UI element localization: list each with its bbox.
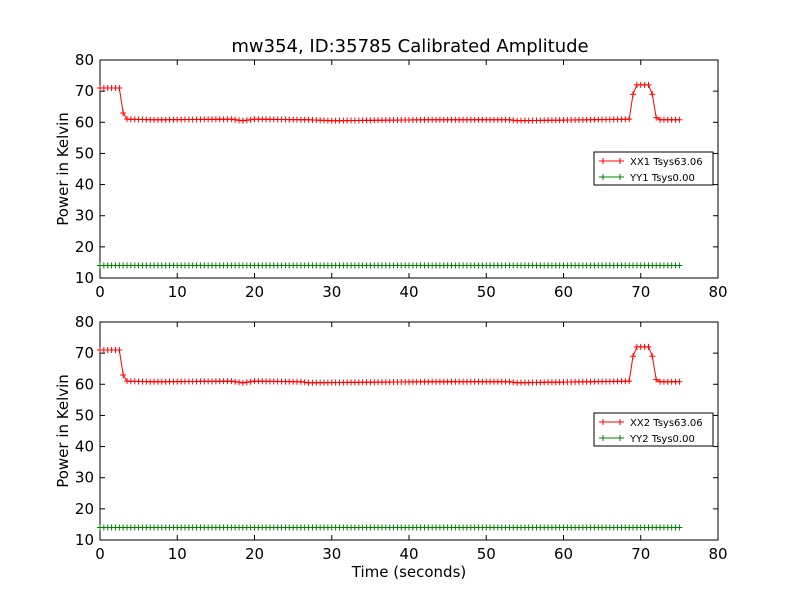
y-tick-label: 50 bbox=[75, 144, 94, 162]
x-tick-label: 50 bbox=[477, 545, 496, 563]
x-tick-label: 60 bbox=[554, 545, 573, 563]
legend-swatch-marker bbox=[617, 174, 623, 180]
data-point-marker bbox=[236, 117, 243, 124]
data-point-marker bbox=[232, 116, 239, 123]
x-tick-label: 0 bbox=[95, 545, 105, 563]
data-point-marker bbox=[239, 379, 246, 386]
figure-title: mw354, ID:35785 Calibrated Amplitude bbox=[231, 36, 588, 57]
data-point-marker bbox=[676, 378, 683, 385]
y-tick-label: 10 bbox=[75, 269, 94, 287]
y-tick-label: 10 bbox=[75, 531, 94, 549]
data-point-marker bbox=[236, 379, 243, 386]
legend-label: YY1 Tsys0.00 bbox=[629, 173, 695, 184]
legend-label: XX2 Tsys63.06 bbox=[630, 418, 703, 429]
legend-label: XX1 Tsys63.06 bbox=[630, 157, 703, 168]
y-tick-label: 70 bbox=[75, 82, 94, 100]
y-tick-label: 20 bbox=[75, 500, 94, 518]
data-point-marker bbox=[676, 116, 683, 123]
y-tick-label: 60 bbox=[75, 375, 94, 393]
legend-box bbox=[593, 151, 714, 186]
data-point-marker bbox=[653, 114, 660, 121]
data-point-marker bbox=[649, 353, 656, 360]
legend-swatch-marker bbox=[600, 174, 606, 180]
x-tick-label: 40 bbox=[399, 283, 418, 301]
data-point-marker bbox=[120, 109, 127, 116]
data-point-marker bbox=[626, 378, 633, 385]
y-tick-label: 60 bbox=[75, 113, 94, 131]
y-tick-label: 70 bbox=[75, 344, 94, 362]
data-point-marker bbox=[232, 378, 239, 385]
data-point-marker bbox=[228, 378, 235, 385]
x-tick-label: 10 bbox=[168, 283, 187, 301]
data-point-marker bbox=[630, 353, 637, 360]
data-point-marker bbox=[649, 91, 656, 98]
x-tick-label: 20 bbox=[245, 283, 264, 301]
data-point-marker bbox=[626, 116, 633, 123]
data-point-marker bbox=[676, 262, 683, 269]
legend-swatch-marker bbox=[600, 419, 606, 425]
legend-top: XX1 Tsys63.06 YY1 Tsys0.00 bbox=[593, 151, 714, 186]
data-point-marker bbox=[116, 347, 123, 354]
y-axis-label-bottom: Power in Kelvin bbox=[54, 374, 72, 488]
data-point-marker bbox=[116, 85, 123, 92]
y-tick-label: 20 bbox=[75, 238, 94, 256]
x-tick-label: 80 bbox=[708, 283, 727, 301]
legend-bottom: XX2 Tsys63.06 YY2 Tsys0.00 bbox=[593, 412, 714, 447]
y-axis-label-top: Power in Kelvin bbox=[54, 112, 72, 226]
data-point-marker bbox=[120, 371, 127, 378]
data-point-marker bbox=[653, 376, 660, 383]
series-group-top bbox=[97, 81, 683, 269]
data-point-marker bbox=[645, 343, 652, 350]
data-point-marker bbox=[630, 91, 637, 98]
legend-box bbox=[593, 412, 714, 447]
x-axis-label-bottom: Time (seconds) bbox=[351, 563, 467, 581]
data-point-marker bbox=[247, 378, 254, 385]
data-point-marker bbox=[243, 379, 250, 386]
x-tick-label: 50 bbox=[477, 283, 496, 301]
x-tick-label: 40 bbox=[399, 545, 418, 563]
data-point-marker bbox=[676, 524, 683, 531]
y-tick-label: 40 bbox=[75, 438, 94, 456]
series-group-bottom bbox=[97, 343, 683, 531]
data-point-marker bbox=[645, 81, 652, 88]
data-point-marker bbox=[228, 116, 235, 123]
data-point-marker bbox=[243, 117, 250, 124]
y-tick-label: 80 bbox=[75, 313, 94, 331]
y-tick-label: 30 bbox=[75, 469, 94, 487]
y-tick-label: 40 bbox=[75, 176, 94, 194]
x-tick-label: 80 bbox=[708, 545, 727, 563]
y-tick-label: 50 bbox=[75, 406, 94, 424]
x-tick-label: 10 bbox=[168, 545, 187, 563]
x-tick-label: 30 bbox=[322, 545, 341, 563]
x-tick-label: 0 bbox=[95, 283, 105, 301]
x-tick-label: 60 bbox=[554, 283, 573, 301]
y-tick-label: 80 bbox=[75, 51, 94, 69]
legend-swatch-marker bbox=[600, 158, 606, 164]
x-tick-label: 20 bbox=[245, 545, 264, 563]
legend-swatch-marker bbox=[617, 419, 623, 425]
y-tick-label: 30 bbox=[75, 207, 94, 225]
x-tick-label: 70 bbox=[631, 283, 650, 301]
legend-swatch-marker bbox=[600, 435, 606, 441]
legend-swatch-marker bbox=[617, 158, 623, 164]
x-tick-label: 30 bbox=[322, 283, 341, 301]
data-point-marker bbox=[247, 116, 254, 123]
legend-swatch-marker bbox=[617, 435, 623, 441]
legend-label: YY2 Tsys0.00 bbox=[629, 434, 695, 445]
x-tick-label: 70 bbox=[631, 545, 650, 563]
data-point-marker bbox=[239, 117, 246, 124]
